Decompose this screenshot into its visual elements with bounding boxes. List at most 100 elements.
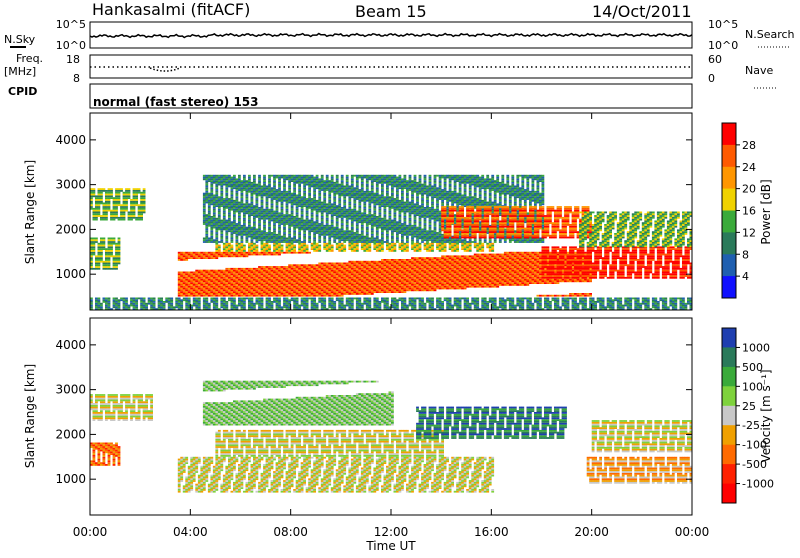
echo-cell: [328, 268, 331, 270]
echo-cell: [389, 264, 392, 266]
echo-cell: [225, 289, 228, 291]
echo-cell: [431, 261, 434, 263]
echo-cell: [303, 291, 306, 293]
echo-cell: [231, 221, 234, 223]
echo-cell: [258, 187, 261, 189]
echo-cell: [108, 261, 111, 263]
echo-cell: [572, 293, 575, 295]
echo-cell: [439, 250, 442, 252]
echo-cell: [499, 280, 502, 282]
echo-cell: [454, 255, 457, 257]
echo-cell: [466, 246, 469, 248]
echo-cell: [466, 250, 469, 252]
echo-cell: [353, 275, 356, 277]
echo-cell: [293, 293, 296, 295]
echo-cell: [283, 273, 286, 275]
echo-cell: [225, 250, 228, 252]
echo-cell: [263, 246, 266, 248]
echo-cell: [301, 277, 304, 279]
echo-cell: [243, 216, 246, 218]
echo-cell: [434, 257, 437, 259]
echo-cell: [589, 295, 592, 297]
echo-cell: [251, 186, 254, 188]
echo-cell: [389, 243, 392, 245]
echo-cell: [303, 248, 306, 250]
echo-cell: [213, 241, 216, 243]
echo-cell: [469, 284, 472, 286]
echo-cell: [258, 212, 261, 214]
echo-cell: [338, 288, 341, 290]
echo-cell: [316, 248, 319, 250]
echo-cell: [261, 196, 264, 198]
echo-cell: [353, 273, 356, 275]
echo-cell: [529, 280, 532, 282]
echo-cell: [384, 284, 387, 286]
echo-cell: [343, 246, 346, 248]
echo-cell: [293, 270, 296, 272]
echo-cell: [228, 177, 231, 179]
echo-cell: [313, 291, 316, 293]
echo-cell: [394, 248, 397, 250]
echo-cell: [341, 243, 344, 245]
echo-cell: [273, 214, 276, 216]
echo-cell: [532, 263, 535, 265]
echo-cell: [215, 284, 218, 286]
echo-cell: [331, 245, 334, 247]
echo-cell: [449, 288, 452, 290]
echo-cell: [243, 295, 246, 297]
echo-cell: [361, 264, 364, 266]
echo-cell: [526, 273, 529, 275]
echo-cell: [261, 266, 264, 268]
echo-cell: [256, 200, 259, 202]
echo-cell: [323, 245, 326, 247]
echo-cell: [318, 270, 321, 272]
echo-cell: [419, 280, 422, 282]
echo-cell: [268, 232, 271, 234]
echo-cell: [263, 272, 266, 274]
echo-cell: [494, 273, 497, 275]
echo-cell: [356, 289, 359, 291]
echo-cell: [281, 223, 284, 225]
echo-cell: [328, 291, 331, 293]
echo-cell: [251, 268, 254, 270]
echo-cell: [426, 268, 429, 270]
echo-cell: [198, 289, 201, 291]
echo-cell: [409, 272, 412, 274]
echo-cell: [481, 255, 484, 257]
echo-cell: [456, 261, 459, 263]
echo-cell: [396, 286, 399, 288]
echo-cell: [376, 243, 379, 245]
echo-cell: [484, 254, 487, 256]
echo-cell: [544, 273, 547, 275]
echo-cell: [278, 221, 281, 223]
echo-cell: [481, 273, 484, 275]
echo-cell: [263, 184, 266, 186]
echo-cell: [338, 250, 341, 252]
echo-cell: [103, 219, 106, 221]
echo-cell: [228, 218, 231, 220]
echo-cell: [200, 254, 203, 256]
echo-cell: [338, 268, 341, 270]
echo-cell: [328, 289, 331, 291]
echo-cell: [231, 225, 234, 227]
echo-cell: [511, 261, 514, 263]
date-label: 14/Oct/2011: [592, 2, 692, 21]
echo-cell: [301, 289, 304, 291]
echo-cell: [406, 288, 409, 290]
echo-cell: [486, 270, 489, 272]
echo-cell: [331, 246, 334, 248]
echo-cell: [371, 282, 374, 284]
echo-cell: [210, 221, 213, 223]
echo-cell: [554, 264, 557, 266]
echo-cell: [486, 246, 489, 248]
echo-cell: [431, 245, 434, 247]
echo-cell: [308, 264, 311, 266]
echo-cell: [534, 263, 537, 265]
echo-cell: [486, 255, 489, 257]
echo-cell: [328, 279, 331, 281]
echo-cell: [519, 273, 522, 275]
echo-cell: [213, 182, 216, 184]
echo-cell: [268, 289, 271, 291]
echo-cell: [253, 209, 256, 211]
echo-cell: [579, 280, 582, 282]
